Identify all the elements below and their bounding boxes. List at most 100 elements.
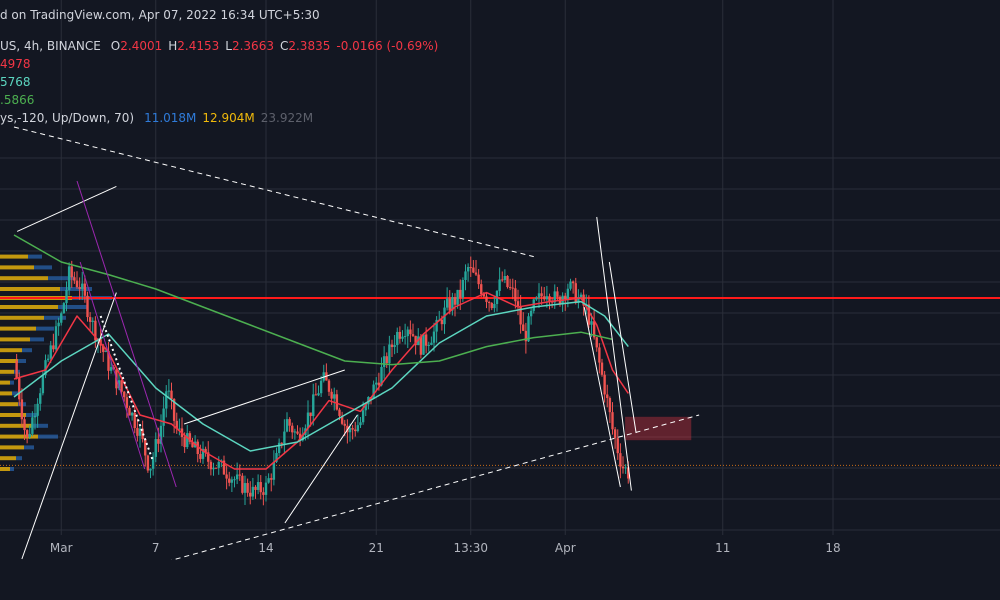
candle-body: [159, 425, 163, 444]
candle-body: [545, 296, 549, 300]
candle-body: [535, 297, 538, 300]
candle-body: [474, 272, 478, 275]
vp-bar-down: [30, 337, 44, 342]
candle-body: [503, 275, 507, 280]
x-tick-label: 21: [368, 541, 384, 555]
candle-body: [25, 430, 29, 438]
candle-body: [616, 438, 619, 454]
candle-body: [388, 344, 391, 364]
ma-mid-value: 5768: [0, 75, 31, 89]
candle-body: [133, 412, 136, 429]
vp-bar-up: [0, 315, 44, 320]
vp-bar-down: [48, 276, 74, 281]
rising-wedge-lower: [21, 292, 117, 560]
ma-fast-value: 4978: [0, 57, 31, 71]
falling-channel-lower: [79, 261, 146, 470]
candle-body: [453, 297, 457, 305]
candle-body: [508, 287, 512, 289]
candle-body: [73, 277, 76, 281]
candle-body: [214, 467, 218, 469]
vp-bar-up: [0, 359, 18, 363]
candle-body: [621, 466, 625, 469]
candle-body: [18, 378, 21, 400]
vp-bar-up: [0, 402, 18, 407]
candle-body: [459, 289, 462, 298]
candle-body: [524, 330, 528, 342]
candle-body: [398, 331, 402, 339]
candle-body: [619, 453, 622, 467]
candle-body: [432, 331, 436, 343]
vp-bar-down: [28, 254, 42, 259]
candle-body: [532, 299, 535, 311]
vp-bar-up: [0, 413, 26, 417]
candle-body: [186, 433, 189, 448]
candle-body: [104, 350, 108, 352]
candle-body: [516, 301, 520, 307]
candle-body: [592, 321, 596, 338]
candle-body: [222, 460, 226, 475]
candle-body: [199, 454, 202, 459]
rising-wedge-upper: [16, 185, 117, 232]
candle-body: [327, 380, 331, 392]
candle-body: [501, 279, 504, 281]
candle-body: [254, 486, 257, 490]
price-chart[interactable]: [0, 0, 1000, 560]
symbol-text: US, 4h, BINANCE: [0, 39, 101, 53]
candle-body: [83, 283, 87, 296]
candle-body: [319, 380, 323, 394]
candle-body: [259, 482, 262, 493]
candle-body: [144, 439, 147, 456]
candle-body: [170, 390, 173, 399]
candle-body: [272, 461, 276, 480]
vp-bar-down: [32, 423, 48, 428]
candle-body: [430, 342, 433, 345]
close-label: C: [279, 39, 289, 53]
candle-body: [482, 294, 486, 297]
candle-body: [264, 482, 268, 495]
candle-body: [243, 483, 247, 493]
x-tick-label: 13:30: [453, 541, 489, 555]
candle-body: [117, 380, 121, 389]
candle-body: [39, 393, 42, 404]
candle-body: [154, 439, 157, 457]
candle-body: [136, 428, 139, 436]
vp-up-volume: 11.018M: [144, 111, 197, 125]
candle-body: [624, 467, 627, 469]
candle-body: [49, 345, 52, 359]
candle-body: [335, 394, 339, 410]
candle-body: [70, 266, 73, 278]
candle-body: [522, 324, 525, 331]
vp-bar-down: [36, 326, 54, 331]
candle-body: [448, 298, 451, 311]
candle-body: [120, 380, 123, 392]
candle-body: [498, 279, 501, 291]
candle-body: [519, 306, 522, 325]
candle-body: [419, 336, 423, 355]
vp-down-volume: 12.904M: [202, 111, 255, 125]
candle-body: [527, 316, 530, 342]
candle-body: [424, 334, 428, 346]
candle-body: [595, 337, 598, 348]
candle-body: [606, 394, 609, 399]
candle-body: [246, 483, 249, 493]
publish-line: d on TradingView.com, Apr 07, 2022 16:34…: [0, 7, 326, 23]
candle-body: [403, 336, 407, 338]
candle-body: [440, 319, 444, 325]
drop-leg-2: [583, 306, 621, 488]
candle-body: [191, 441, 194, 448]
vp-total-volume: 23.922M: [260, 111, 314, 125]
candle-body: [280, 442, 283, 444]
candle-body: [138, 428, 142, 436]
candle-body: [472, 267, 475, 273]
candle-body: [204, 448, 207, 453]
candle-body: [348, 428, 352, 433]
vp-bar-up: [0, 254, 28, 259]
candle-body: [75, 280, 79, 288]
candle-body: [312, 394, 315, 417]
open-label: O: [110, 39, 121, 53]
candle-body: [130, 412, 134, 416]
open-value: 2.4001: [120, 39, 163, 53]
candle-body: [178, 428, 181, 430]
candle-body: [385, 356, 388, 364]
